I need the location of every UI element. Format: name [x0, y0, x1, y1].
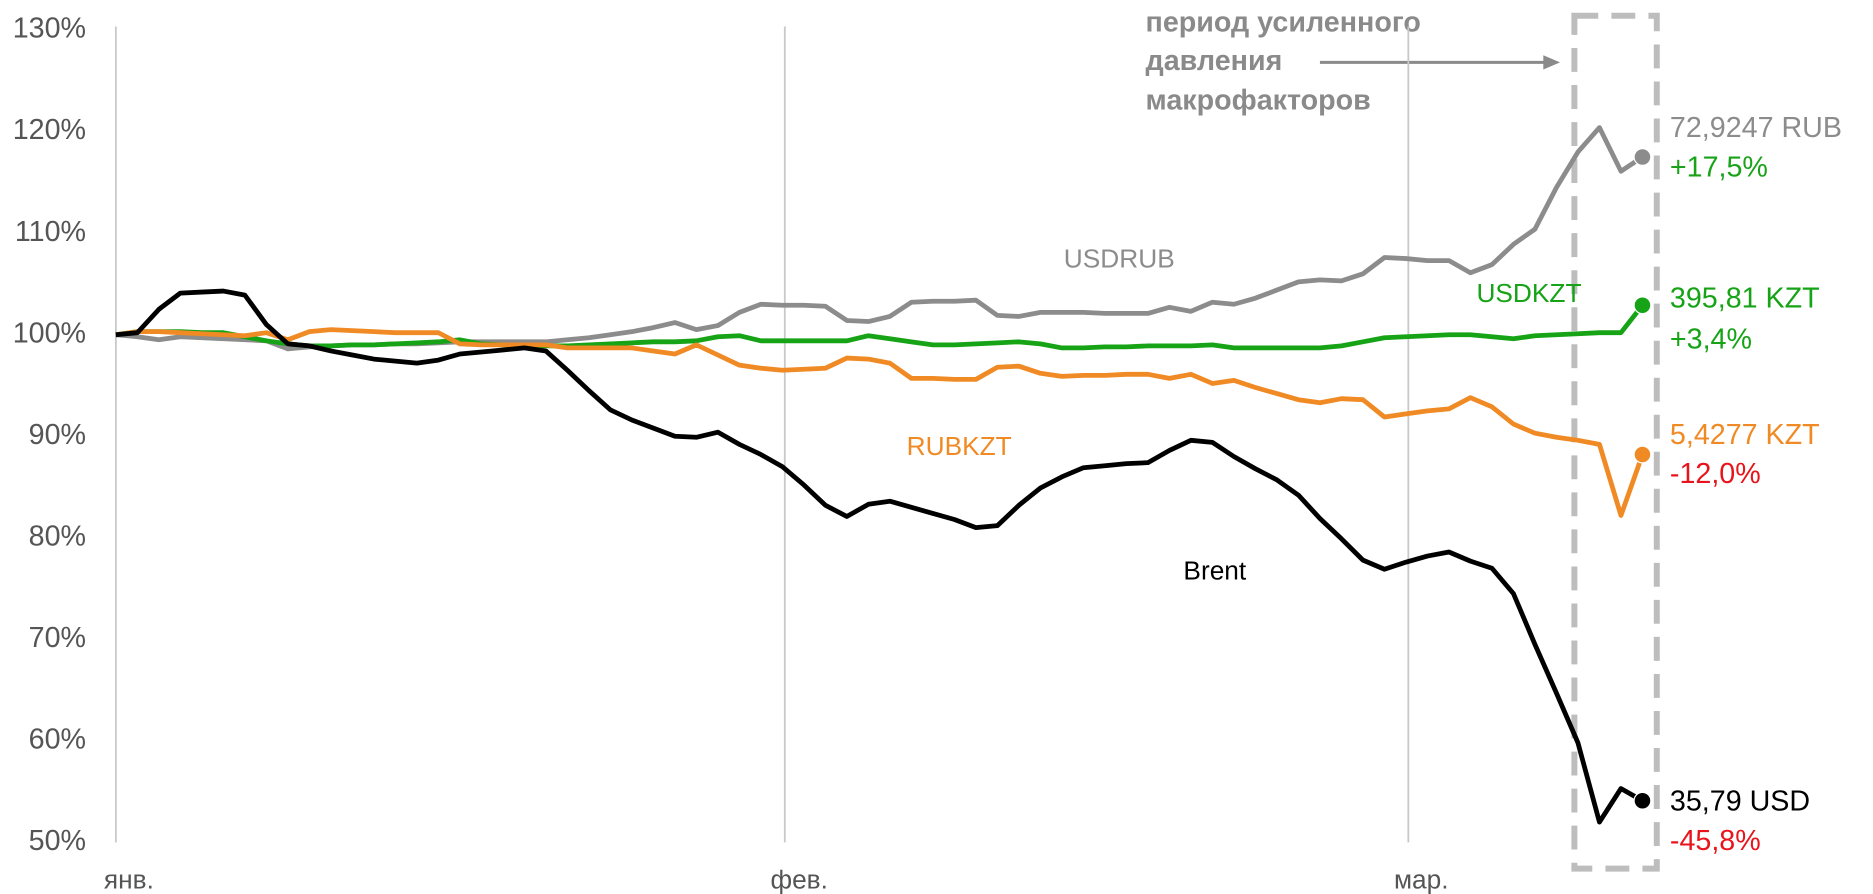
end-label: 5,4277 KZT: [1670, 419, 1820, 451]
arrow-head: [1543, 55, 1561, 70]
x-tick-label: мар.: [1394, 865, 1449, 894]
y-tick-label: 130%: [13, 13, 86, 45]
series-line: [115, 125, 1644, 352]
change-label: +17,5%: [1670, 151, 1768, 183]
series-name: Brent: [1183, 555, 1246, 585]
series-line: [115, 288, 1644, 825]
end-label: 35,79 USD: [1670, 786, 1810, 818]
change-label: -45,8%: [1670, 825, 1761, 857]
y-tick-label: 110%: [15, 216, 86, 248]
y-tick-label: 70%: [29, 622, 86, 654]
highlight-box: [1571, 12, 1660, 872]
annotation: макрофакторов: [1146, 84, 1371, 116]
y-tick-label: 50%: [29, 825, 86, 857]
series-name: USDRUB: [1064, 244, 1175, 274]
end-marker: [1633, 296, 1652, 315]
end-marker: [1633, 148, 1652, 166]
end-marker: [1633, 791, 1652, 810]
y-tick-label: 90%: [29, 419, 86, 451]
change-label: -12,0%: [1670, 458, 1761, 490]
x-tick-label: янв.: [104, 865, 154, 894]
y-tick-label: 60%: [29, 723, 86, 755]
series-line: [115, 303, 1645, 351]
change-label: +3,4%: [1670, 323, 1752, 355]
y-tick-label: 120%: [13, 114, 86, 146]
annotation: период усиленного: [1146, 7, 1421, 39]
annotation: давления: [1146, 45, 1283, 77]
end-label: 72,9247 RUB: [1670, 112, 1842, 144]
series-name: USDKZT: [1476, 278, 1581, 308]
end-label: 395,81 KZT: [1670, 283, 1820, 315]
series-line: [115, 327, 1645, 518]
x-tick-label: фев.: [770, 865, 827, 894]
series-name: RUBKZT: [907, 431, 1012, 461]
end-marker: [1633, 445, 1652, 464]
y-tick-label: 100%: [13, 317, 86, 349]
y-tick-label: 80%: [29, 520, 86, 552]
